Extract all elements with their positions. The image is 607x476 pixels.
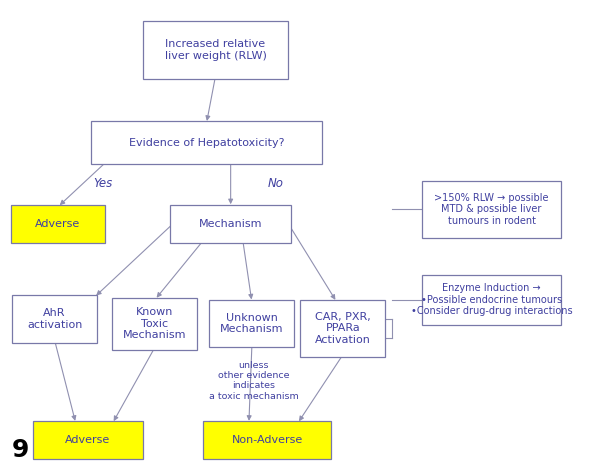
Text: Adverse: Adverse xyxy=(35,218,80,229)
FancyBboxPatch shape xyxy=(209,300,294,347)
Text: Yes: Yes xyxy=(93,177,113,190)
Text: Unknown
Mechanism: Unknown Mechanism xyxy=(220,313,283,335)
Text: Mechanism: Mechanism xyxy=(199,218,262,229)
Text: No: No xyxy=(268,177,284,190)
Text: CAR, PXR,
PPARa
Activation: CAR, PXR, PPARa Activation xyxy=(315,312,371,345)
FancyBboxPatch shape xyxy=(203,421,331,459)
FancyBboxPatch shape xyxy=(143,21,288,79)
FancyBboxPatch shape xyxy=(12,295,97,343)
FancyBboxPatch shape xyxy=(33,421,143,459)
FancyBboxPatch shape xyxy=(11,205,105,243)
Text: AhR
activation: AhR activation xyxy=(27,308,83,330)
FancyBboxPatch shape xyxy=(422,181,561,238)
Text: Non-Adverse: Non-Adverse xyxy=(231,435,303,446)
FancyBboxPatch shape xyxy=(422,275,561,325)
Text: Known
Toxic
Mechanism: Known Toxic Mechanism xyxy=(123,307,186,340)
Text: Enzyme Induction →
•Possible endocrine tumours
•Consider drug-drug interactions: Enzyme Induction → •Possible endocrine t… xyxy=(411,283,572,317)
Text: Evidence of Hepatotoxicity?: Evidence of Hepatotoxicity? xyxy=(129,138,284,148)
Text: Adverse: Adverse xyxy=(66,435,110,446)
FancyBboxPatch shape xyxy=(91,121,322,164)
Text: Increased relative
liver weight (RLW): Increased relative liver weight (RLW) xyxy=(164,39,266,61)
FancyBboxPatch shape xyxy=(112,298,197,350)
FancyBboxPatch shape xyxy=(300,300,385,357)
Text: unless
other evidence
indicates
a toxic mechanism: unless other evidence indicates a toxic … xyxy=(209,361,299,401)
Text: >150% RLW → possible
MTD & possible liver
tumours in rodent: >150% RLW → possible MTD & possible live… xyxy=(435,193,549,226)
Text: 9: 9 xyxy=(12,438,30,462)
FancyBboxPatch shape xyxy=(170,205,291,243)
